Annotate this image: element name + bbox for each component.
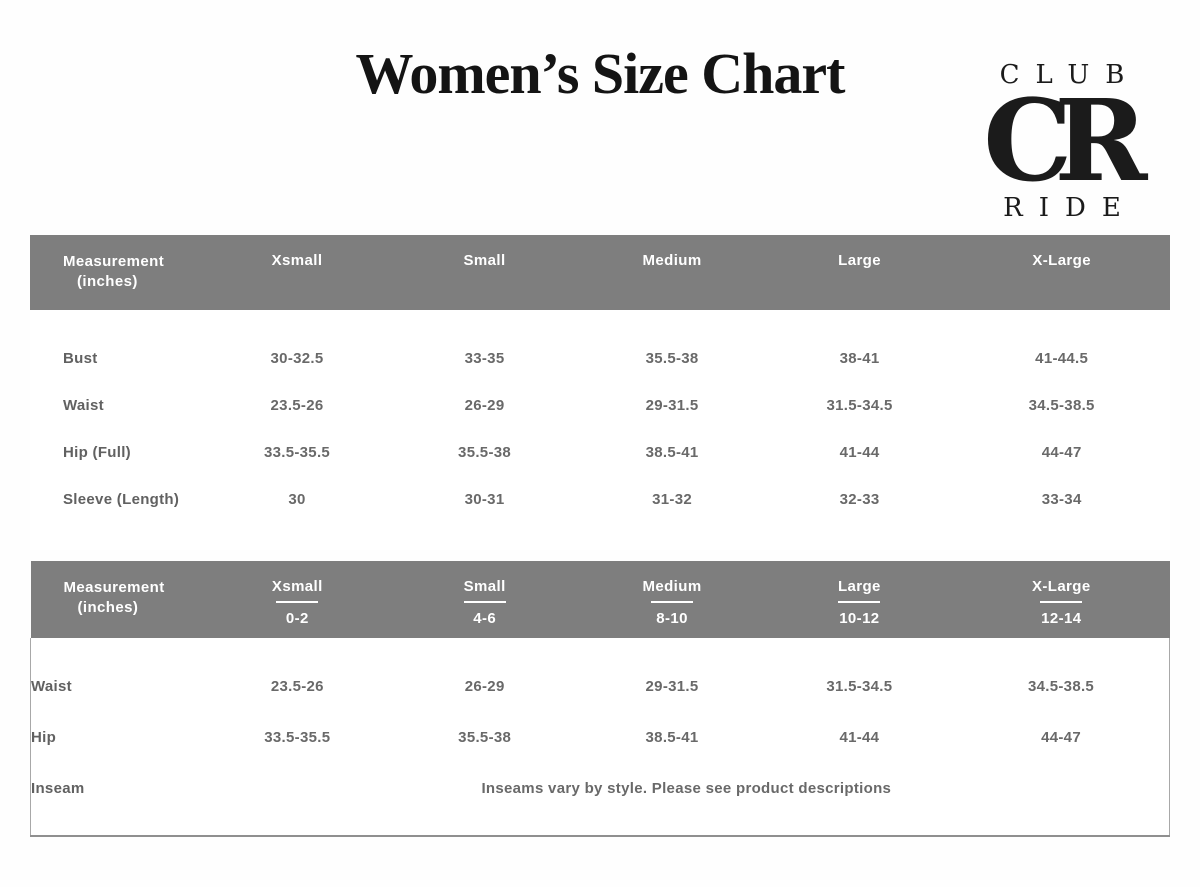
table-header-row: Measurement (inches) Xsmall Small Medium… [30, 235, 1170, 310]
row-label-waist: Waist [63, 397, 104, 414]
cell-value: 41-44 [839, 444, 880, 461]
column-header-large: Large 10-12 [765, 561, 954, 638]
row-label-inseam: Inseam [29, 763, 204, 837]
header-underline [651, 601, 694, 603]
header-underline [463, 601, 506, 603]
cell-value: 31.5-34.5 [826, 678, 893, 695]
cell-value: 41-44.5 [1035, 350, 1089, 367]
cell-value: 38.5-41 [645, 729, 699, 746]
column-header-xlarge: X-Large 12-14 [953, 561, 1170, 638]
cell-value: 30-32.5 [270, 350, 324, 367]
cell-value: 30 [288, 491, 306, 508]
cell-value: 31-32 [652, 491, 692, 508]
column-header-small: Small [390, 235, 579, 310]
size-name: Large [837, 578, 881, 595]
table-row-waist: Waist 23.5-26 26-29 29-31.5 31.5-34.5 34… [30, 382, 1170, 429]
cell-value: 30-31 [464, 491, 505, 508]
cell-value: 33.5-35.5 [264, 729, 331, 746]
row-label-bust: Bust [63, 350, 98, 367]
logo-word-ride: RIDE [1003, 193, 1137, 224]
cr-monogram-icon: CR [983, 76, 1147, 207]
size-range: 4-6 [473, 610, 497, 627]
cell-value: 35.5-38 [458, 729, 512, 746]
table-row-hip-full: Hip (Full) 33.5-35.5 35.5-38 38.5-41 41-… [30, 429, 1170, 476]
size-name: X-Large [1031, 578, 1091, 595]
size-range: 12-14 [1041, 610, 1082, 627]
table-row-waist: Waist 23.5-26 26-29 29-31.5 31.5-34.5 34… [29, 638, 1171, 712]
page-title: Women’s Size Chart [355, 41, 846, 106]
size-name: Small [463, 578, 506, 595]
size-name: Medium [642, 578, 702, 595]
cell-value: 33-34 [1041, 491, 1082, 508]
cell-value: 44-47 [953, 712, 1171, 763]
row-label-sleeve-length: Sleeve (Length) [63, 491, 180, 508]
cell-value: 44-47 [1041, 444, 1082, 461]
cell-value: 33.5-35.5 [263, 444, 331, 461]
header-underline [1040, 601, 1083, 603]
size-chart-table-bottoms: Measurement (inches) Xsmall 0-2 Small 4-… [29, 561, 1171, 837]
column-header-small: Small 4-6 [390, 561, 579, 638]
cell-value: 29-31.5 [645, 678, 699, 695]
cell-value: 31.5-34.5 [826, 397, 893, 414]
logo-word-club: CLUB [999, 60, 1141, 90]
header-underline [838, 601, 881, 603]
size-range: 8-10 [656, 610, 688, 627]
cell-value: 33-35 [464, 350, 505, 367]
row-label-waist: Waist [29, 638, 204, 712]
table-row-sleeve-length: Sleeve (Length) 30 30-31 31-32 32-33 33-… [30, 476, 1170, 550]
table-row-hip: Hip 33.5-35.5 35.5-38 38.5-41 41-44 44-4… [29, 712, 1171, 763]
cell-value: 38.5-41 [645, 444, 699, 461]
cell-value: 35.5-38 [458, 444, 512, 461]
masthead: Women’s Size Chart CLUB CR RIDE [0, 0, 1200, 235]
size-range: 0-2 [285, 610, 309, 627]
cell-value: 34.5-38.5 [1028, 397, 1095, 414]
measurement-header: Measurement (inches) [30, 561, 204, 638]
measurement-header-line2: (inches) [77, 273, 138, 290]
cell-value: 41-44 [839, 729, 880, 746]
table-row-bust: Bust 30-32.5 33-35 35.5-38 38-41 41-44.5 [30, 310, 1170, 382]
measurement-header-line1: Measurement [63, 579, 165, 596]
cell-value: 38-41 [839, 350, 880, 367]
header-underline [276, 601, 319, 603]
measurement-header: Measurement (inches) [30, 235, 204, 310]
size-chart-table-tops: Measurement (inches) Xsmall Small Medium… [30, 235, 1170, 550]
cell-value: 34.5-38.5 [953, 638, 1171, 712]
measurement-header-line1: Measurement [63, 253, 165, 270]
cell-value: 29-31.5 [645, 397, 699, 414]
club-ride-logo: CLUB CR RIDE [982, 60, 1147, 224]
measurement-header-line2: (inches) [77, 599, 139, 616]
column-header-large: Large [765, 235, 954, 310]
cell-value: 26-29 [464, 397, 505, 414]
table-row-inseam: Inseam Inseams vary by style. Please see… [29, 763, 1170, 837]
column-header-xlarge: X-Large [953, 235, 1170, 310]
inseam-note: Inseams vary by style. Please see produc… [203, 763, 1170, 837]
column-header-medium: Medium [578, 235, 766, 310]
row-label-hip: Hip [29, 712, 204, 763]
cell-value: 23.5-26 [270, 678, 324, 695]
table-header-row: Measurement (inches) Xsmall 0-2 Small 4-… [30, 561, 1170, 638]
row-label-hip-full: Hip (Full) [63, 444, 131, 461]
column-header-medium: Medium 8-10 [578, 561, 766, 638]
column-header-xsmall: Xsmall 0-2 [203, 561, 391, 638]
size-range: 10-12 [839, 610, 880, 627]
cell-value: 26-29 [464, 678, 505, 695]
size-name: Xsmall [271, 578, 323, 595]
column-header-xsmall: Xsmall [203, 235, 391, 310]
cell-value: 35.5-38 [645, 350, 699, 367]
cell-value: 23.5-26 [270, 397, 324, 414]
cell-value: 32-33 [839, 491, 880, 508]
